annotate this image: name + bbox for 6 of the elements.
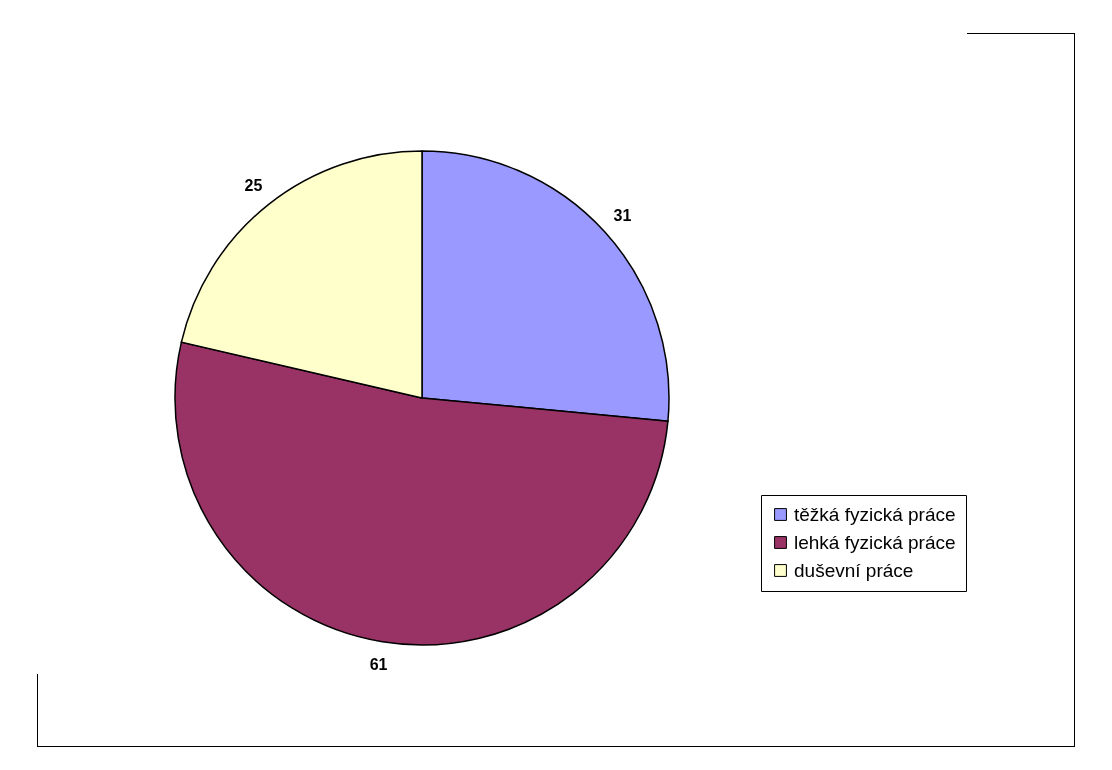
legend-label: lehká fyzická práce (794, 531, 956, 553)
data-label: 61 (369, 656, 388, 674)
legend-label: těžká fyzická práce (794, 503, 956, 525)
data-label: 25 (244, 176, 263, 194)
data-label: 31 (613, 206, 632, 224)
legend-label: duševní práce (794, 559, 914, 581)
